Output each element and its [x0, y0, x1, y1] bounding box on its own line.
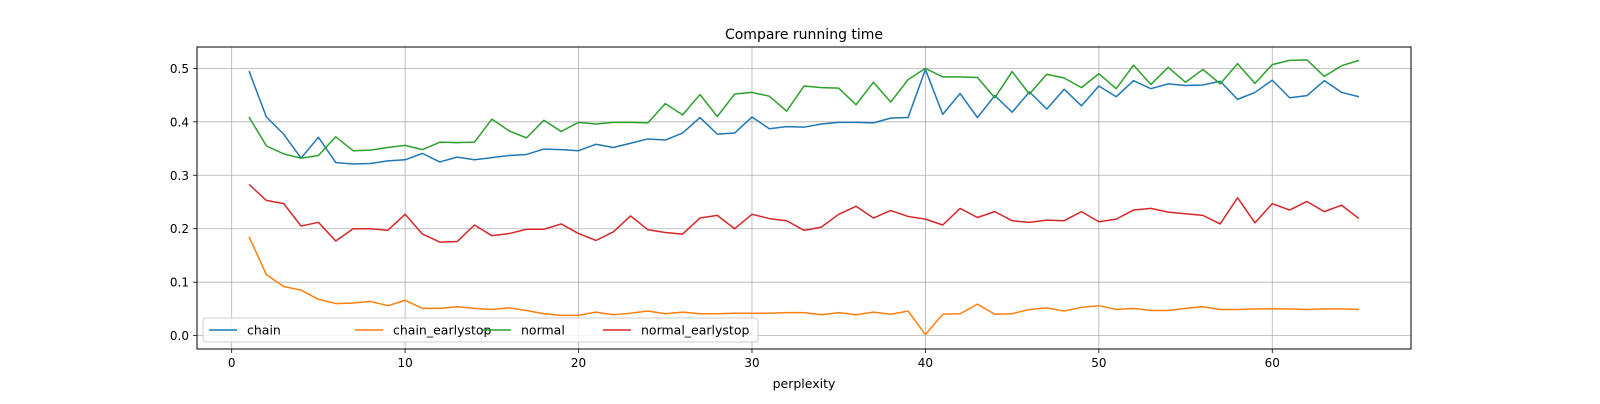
plot-area-frame — [196, 46, 1412, 350]
y-tick-label: 0.2 — [170, 222, 189, 236]
legend-label: chain — [247, 323, 281, 338]
x-tick-label: 20 — [571, 356, 586, 370]
legend-box — [202, 317, 759, 343]
series-line-chain — [248, 68, 1360, 165]
y-tick-label: 0.0 — [170, 329, 189, 343]
chart-title: Compare running time — [725, 27, 883, 43]
series-line-normal — [248, 59, 1360, 159]
legend-label: normal — [521, 323, 565, 338]
x-tick-label: 30 — [744, 356, 759, 370]
legend-label: chain_earlystop — [393, 323, 492, 338]
series-line-normal-earlystop — [248, 183, 1360, 243]
x-tick-label: 60 — [1265, 356, 1280, 370]
series-lines — [248, 59, 1360, 336]
series-line-chain-earlystop — [248, 236, 1359, 336]
y-tick-label: 0.4 — [170, 115, 189, 129]
x-tick-label: 40 — [918, 356, 933, 370]
axis-ticks: 0 10 20 30 40 50 60 0.0 0.1 0.2 0.3 0.4 0.5 — [170, 62, 1280, 370]
x-tick-label: 0 — [228, 356, 236, 370]
y-tick-label: 0.1 — [170, 276, 189, 290]
y-tick-label: 0.3 — [170, 169, 189, 183]
legend: chain chain_earlystop normal normal_earlyst… — [202, 317, 759, 343]
x-tick-label: 50 — [1091, 356, 1106, 370]
x-tick-label: 10 — [397, 356, 412, 370]
x-axis-label: perplexity — [773, 376, 836, 391]
legend-label: normal_earlystop — [641, 323, 749, 338]
y-tick-label: 0.5 — [170, 62, 189, 76]
